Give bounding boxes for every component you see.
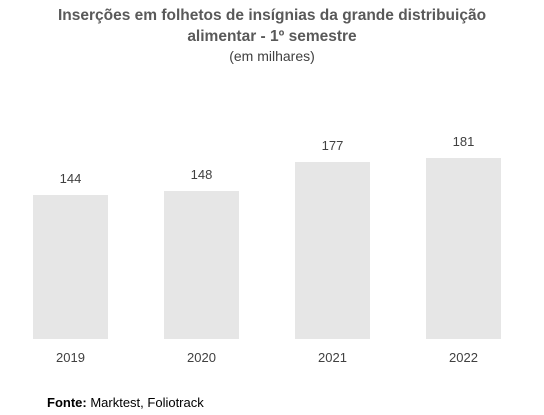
- source-label: Fonte:: [47, 395, 87, 410]
- bar-2021: [295, 162, 370, 339]
- chart-title-line-2: alimentar - 1º semestre: [187, 28, 357, 45]
- bar-2022: [426, 158, 501, 339]
- category-label-2022: 2022: [449, 350, 478, 365]
- category-label-2021: 2021: [318, 350, 347, 365]
- category-label-2020: 2020: [187, 350, 216, 365]
- chart-subtitle: (em milhares): [229, 48, 315, 64]
- value-label-2022: 181: [453, 134, 475, 149]
- bar-2020: [164, 191, 239, 339]
- source-text: Marktest, Foliotrack: [86, 395, 204, 410]
- chart-title: Inserções em folhetos de insígnias da gr…: [0, 5, 544, 47]
- bar-2019: [33, 195, 108, 339]
- value-label-2019: 144: [60, 171, 82, 186]
- category-label-2019: 2019: [56, 350, 85, 365]
- value-labels-group: 144 148 177 181: [60, 134, 475, 186]
- category-labels-group: 2019 2020 2021 2022: [56, 350, 478, 365]
- bars-group: [33, 158, 501, 339]
- value-label-2020: 148: [191, 167, 213, 182]
- source-note: Fonte: Marktest, Foliotrack: [47, 395, 204, 410]
- value-label-2021: 177: [322, 138, 344, 153]
- chart-title-line-1: Inserções em folhetos de insígnias da gr…: [57, 7, 487, 24]
